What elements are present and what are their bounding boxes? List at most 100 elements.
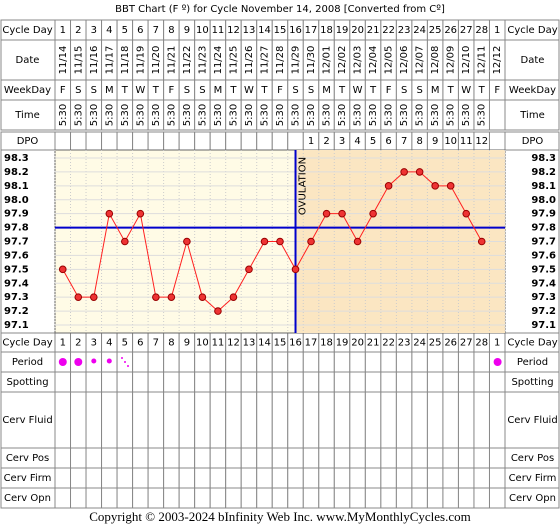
weekday: F: [60, 85, 66, 96]
y-tick-label: 97.8: [531, 223, 556, 234]
cell: [271, 467, 289, 489]
period-dot: [493, 358, 502, 366]
time: 5:30: [135, 104, 146, 126]
cell: [411, 447, 428, 469]
time: 5:30: [368, 104, 379, 126]
cell: [318, 447, 335, 469]
cell: [287, 351, 304, 373]
cycle-day: 2: [75, 338, 81, 349]
period-dot: [58, 358, 67, 366]
cell: [147, 447, 165, 469]
weekday: S: [308, 85, 314, 96]
time: 5:30: [213, 104, 224, 126]
cell: [442, 467, 459, 489]
cell: [225, 467, 242, 489]
y-tick-label: 97.7: [4, 237, 29, 248]
cell: [256, 131, 273, 151]
temp-point: [400, 168, 408, 176]
time: 5:30: [228, 104, 239, 126]
date: 12/09: [446, 46, 457, 75]
row-label: Cycle Day: [507, 338, 557, 349]
cell: [287, 371, 304, 393]
period-marks: [58, 357, 502, 367]
date: 12/11: [477, 46, 488, 75]
date: 11/17: [104, 46, 115, 75]
weekday: S: [292, 85, 298, 96]
cell: [163, 487, 180, 509]
weekday: T: [369, 85, 377, 96]
cycle-day: 1: [494, 25, 500, 36]
temp-point: [167, 293, 176, 301]
time: 5:30: [259, 104, 270, 126]
cell: [488, 371, 506, 393]
cell: [116, 391, 134, 449]
cell: [473, 371, 490, 393]
time: 5:30: [244, 104, 255, 126]
cycle-day: 26: [444, 25, 457, 36]
cell: [318, 391, 335, 449]
temp-point: [214, 307, 222, 315]
cell: [256, 467, 273, 489]
cell: [132, 391, 149, 449]
weekday: T: [447, 85, 455, 96]
date: 12/10: [461, 46, 472, 75]
row-label: DPO: [17, 136, 39, 147]
cell: [473, 351, 490, 373]
cycle-day: 25: [429, 338, 442, 349]
cell: [209, 487, 227, 509]
cell: [54, 487, 72, 509]
y-tick-label: 98.0: [531, 195, 556, 206]
temp-point: [446, 182, 455, 190]
cell: [349, 467, 366, 489]
row-label: Cerv Firm: [4, 473, 52, 484]
date: 12/12: [492, 46, 503, 75]
temp-point: [152, 293, 160, 301]
weekday: W: [353, 85, 363, 96]
cell: [426, 391, 444, 449]
time: 5:30: [73, 104, 84, 126]
cell: [287, 131, 304, 151]
weekday: F: [386, 85, 392, 96]
cycle-day: 7: [153, 338, 159, 349]
cell: [147, 467, 165, 489]
y-tick-label: 97.6: [4, 250, 29, 261]
cell: [380, 467, 397, 489]
date: 11/18: [120, 46, 131, 75]
date: 11/21: [166, 46, 177, 75]
cell: [85, 391, 103, 449]
cell: [256, 447, 273, 469]
dpo: 10: [444, 136, 457, 147]
date: 12/02: [337, 46, 348, 75]
temp-point: [229, 293, 238, 301]
cell: [426, 447, 444, 469]
weekday: T: [338, 85, 346, 96]
date: 11/20: [151, 46, 162, 75]
y-tick-label: 97.1: [531, 320, 556, 331]
cell: [287, 487, 304, 509]
cycle-day: 11: [212, 25, 225, 36]
period-dot: [106, 358, 112, 364]
cell: [240, 447, 258, 469]
cell: [442, 447, 459, 469]
weekday: S: [416, 85, 422, 96]
cycle-day: 13: [243, 25, 256, 36]
cell: [163, 131, 180, 151]
row-label: Period: [12, 357, 43, 368]
time: 5:30: [353, 104, 364, 126]
cell: [147, 487, 165, 509]
cell: [457, 351, 475, 373]
y-tick-label: 98.1: [531, 181, 556, 192]
y-tick-label: 97.5: [4, 264, 29, 275]
period-dot: [91, 358, 97, 364]
date: 12/04: [368, 46, 379, 75]
date: 11/15: [73, 46, 84, 75]
date: 12/03: [353, 46, 364, 75]
cell: [380, 391, 397, 449]
cycle-day: 20: [351, 338, 364, 349]
row-label: Cerv Pos: [6, 453, 49, 464]
cell: [411, 391, 428, 449]
cycle-day: 3: [91, 338, 97, 349]
cell: [101, 391, 118, 449]
cycle-day: 16: [289, 338, 302, 349]
cell: [349, 487, 366, 509]
